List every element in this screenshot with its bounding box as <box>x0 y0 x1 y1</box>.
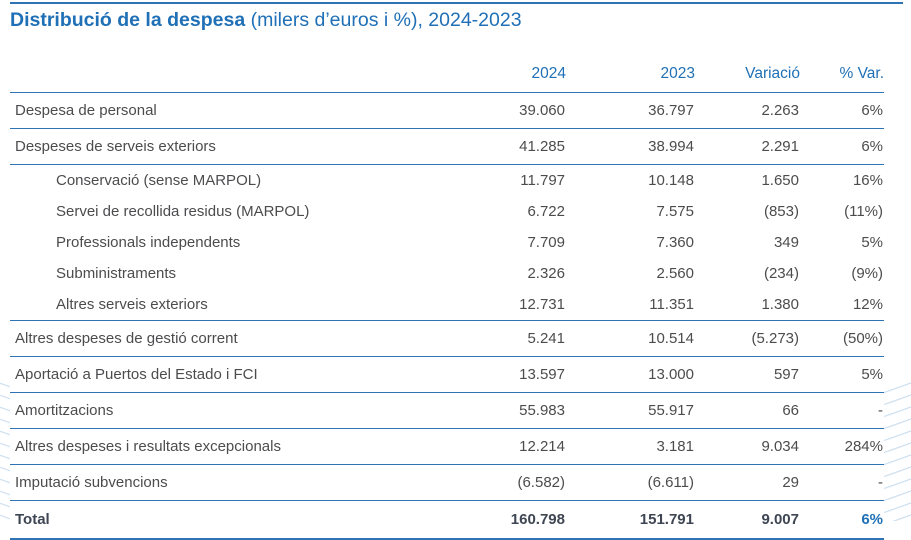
row-value-variacio: 597 <box>695 356 800 393</box>
row-label: Conservació (sense MARPOL) <box>56 172 262 189</box>
row-value-variacio: 2.263 <box>695 92 800 129</box>
row-value-variacio: 349 <box>773 234 799 251</box>
row-label: Despeses de serveis exteriors <box>10 128 440 165</box>
table-row: Amortitzacions 55.983 55.917 66- <box>10 392 884 429</box>
total-pct: 6% <box>800 500 884 540</box>
row-label: Imputació subvencions <box>10 464 440 501</box>
row-label: Amortitzacions <box>10 392 440 429</box>
table-row: Despesa de personal 39.060 36.797 2.263 6% <box>10 92 884 129</box>
header-row: 2024 2023 Variació % Var. <box>10 59 884 93</box>
header-2024: 2024 <box>440 59 566 93</box>
row-value-pct: - <box>800 392 884 429</box>
row-value-pct: (9%) <box>851 265 883 282</box>
row-value-variacio: (853) <box>763 203 799 220</box>
row-value-variacio: (5.273) <box>695 320 800 357</box>
row-value-2024: 13.597 <box>440 356 566 393</box>
expense-table: 2024 2023 Variació % Var. Despesa de per… <box>10 59 884 540</box>
row-value-variacio: 1.650 <box>761 172 799 189</box>
row-value-pct: 16% <box>852 172 883 189</box>
page-title: Distribució de la despesa (milers d’euro… <box>10 9 522 32</box>
row-value-variacio: 29 <box>695 464 800 501</box>
row-value-2024: 6.722 <box>527 203 565 220</box>
table-row: Servei de recollida residus (MARPOL) 6.72… <box>10 196 884 227</box>
row-value-pct: 12% <box>800 289 884 321</box>
row-value-variacio: 2.291 <box>695 128 800 165</box>
row-value-2023: 13.000 <box>566 356 695 393</box>
header-variacio: Variació <box>695 59 800 93</box>
row-value-pct: - <box>800 464 884 501</box>
total-label: Total <box>10 500 440 540</box>
row-value-pct: (50%) <box>800 320 884 357</box>
row-value-2023: 10.148 <box>648 172 694 189</box>
row-value-2023: 3.181 <box>566 428 695 465</box>
row-value-pct: 284% <box>800 428 884 465</box>
table-row: Altres despeses i resultats excepcionals… <box>10 428 884 465</box>
row-value-2024: 11.797 <box>520 172 565 189</box>
row-value-2024: 12.731 <box>440 289 566 321</box>
row-value-2024: 2.326 <box>527 265 565 282</box>
total-variacio: 9.007 <box>695 500 800 540</box>
table-header: 2024 2023 Variació % Var. <box>10 59 884 93</box>
page-title-main: Distribució de la despesa <box>10 9 246 31</box>
row-label: Professionals independents <box>56 234 241 251</box>
header-pct-var: % Var. <box>800 59 884 93</box>
table-row: Subministraments 2.326 2.560 (234) (9%) <box>10 258 884 289</box>
table-row: Altres despeses de gestió corrent 5.241 10… <box>10 320 884 357</box>
table-row: Despeses de serveis exteriors 41.285 38.99… <box>10 128 884 165</box>
title-top-rule <box>10 2 903 4</box>
row-value-2024: 7.709 <box>527 234 565 251</box>
table-row: Conservació (sense MARPOL) 11.797 10.148 1.… <box>10 165 884 197</box>
table-row: Professionals independents 7.709 7.360 349 5… <box>10 227 884 258</box>
table-row: Imputació subvencions (6.582) (6.611) 29- <box>10 464 884 501</box>
row-label: Altres serveis exteriors <box>10 289 440 321</box>
total-2023: 151.791 <box>566 500 695 540</box>
header-2023: 2023 <box>566 59 695 93</box>
table-footer: Total 160.798 151.791 9.007 6% <box>10 500 884 540</box>
row-value-pct: 6% <box>800 128 884 165</box>
row-value-variacio: 9.034 <box>695 428 800 465</box>
row-value-2024: 5.241 <box>440 320 566 357</box>
row-value-variacio: 66 <box>695 392 800 429</box>
row-value-variacio: 1.380 <box>695 289 800 321</box>
row-value-2023: 7.575 <box>656 203 694 220</box>
page-title-suffix: (milers d’euros i %), 2024-2023 <box>245 9 522 31</box>
row-value-variacio: (234) <box>763 265 799 282</box>
row-label: Subministraments <box>56 265 177 282</box>
row-value-2024: (6.582) <box>440 464 566 501</box>
row-label: Despesa de personal <box>10 92 440 129</box>
row-value-2023: (6.611) <box>566 464 695 501</box>
table-body: Despesa de personal 39.060 36.797 2.263 6% De… <box>10 92 884 501</box>
row-value-2024: 39.060 <box>440 92 566 129</box>
row-value-2023: 36.797 <box>566 92 695 129</box>
row-value-pct: 5% <box>800 356 884 393</box>
row-value-2023: 55.917 <box>566 392 695 429</box>
row-value-2024: 41.285 <box>440 128 566 165</box>
row-value-2023: 11.351 <box>566 289 695 321</box>
total-row: Total 160.798 151.791 9.007 6% <box>10 500 884 540</box>
row-value-2023: 7.360 <box>656 234 694 251</box>
row-value-2023: 2.560 <box>656 265 694 282</box>
row-value-2023: 10.514 <box>566 320 695 357</box>
row-value-2024: 12.214 <box>440 428 566 465</box>
total-2024: 160.798 <box>440 500 566 540</box>
row-value-pct: 5% <box>861 234 883 251</box>
table-row: Aportació a Puertos del Estado i FCI 13.5… <box>10 356 884 393</box>
row-value-pct: 6% <box>800 92 884 129</box>
row-label: Servei de recollida residus (MARPOL) <box>56 203 310 220</box>
row-value-pct: (11%) <box>844 203 883 220</box>
row-label: Altres despeses de gestió corrent <box>10 320 440 357</box>
row-value-2024: 55.983 <box>440 392 566 429</box>
table-row: Altres serveis exteriors 12.731 11.351 1.38… <box>10 289 884 321</box>
header-empty <box>10 59 440 93</box>
row-label: Aportació a Puertos del Estado i FCI <box>10 356 440 393</box>
row-label: Altres despeses i resultats excepcionals <box>10 428 440 465</box>
row-value-2023: 38.994 <box>566 128 695 165</box>
